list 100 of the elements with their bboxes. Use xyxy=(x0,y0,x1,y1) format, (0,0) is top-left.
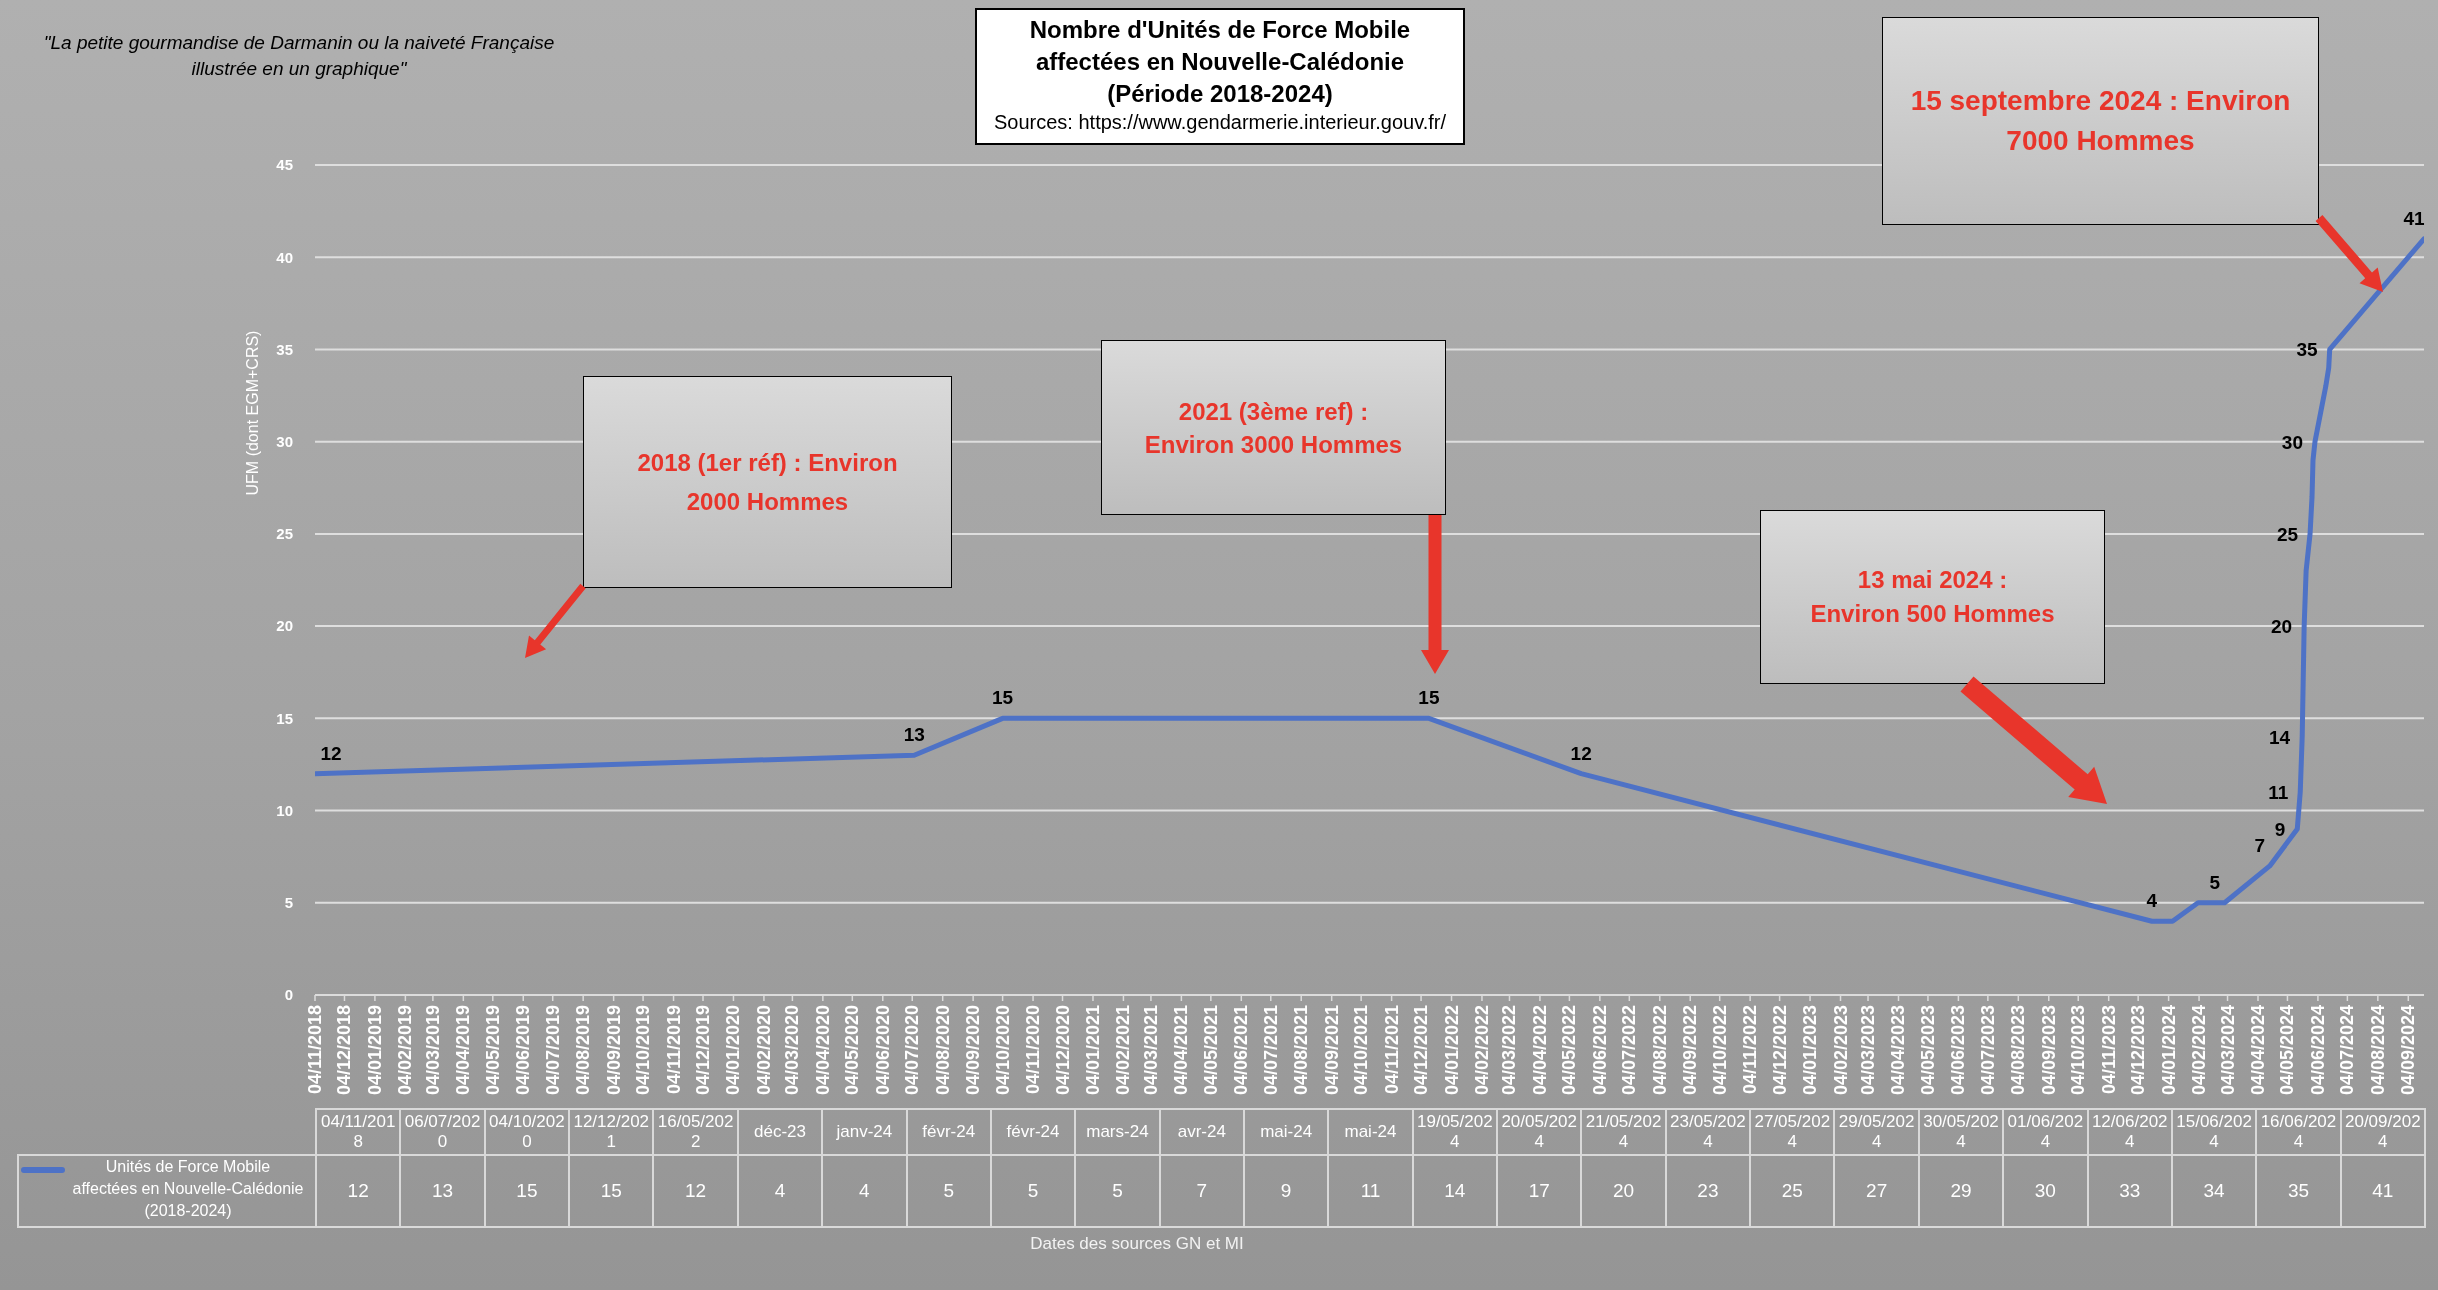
x-tick-label: 04/09/2021 xyxy=(1321,1005,1342,1096)
data-label: 14 xyxy=(2269,726,2291,748)
x-tick-label: 04/04/2019 xyxy=(453,1005,474,1096)
data-label: 23 xyxy=(1664,1154,1752,1228)
x-tick-label: 04/07/2020 xyxy=(902,1005,923,1096)
category-label: déc-23 xyxy=(736,1108,824,1156)
y-tick-label: 5 xyxy=(284,894,293,912)
x-tick-label: 04/07/2019 xyxy=(542,1005,563,1096)
data-label: 9 xyxy=(2274,819,2286,840)
x-tick-label: 04/01/2019 xyxy=(364,1005,385,1096)
x-tick-label: 04/04/2023 xyxy=(1888,1005,1909,1096)
x-tick-label: 04/01/2023 xyxy=(1800,1005,1821,1096)
x-tick-label: 04/06/2019 xyxy=(513,1005,534,1096)
chart-title: Nombre d'Unités de Force Mobile affectées en Nouvelle-Calédonie (Période 2018-2024) xyxy=(1028,15,1412,109)
x-tick-label: 04/02/2024 xyxy=(2189,1005,2210,1096)
x-tick-label: 04/03/2024 xyxy=(2217,1005,2238,1096)
x-tick-label: 04/10/2023 xyxy=(2068,1005,2089,1096)
category-label: 12/06/2024 xyxy=(2086,1108,2173,1156)
category-label: 12/12/2021 xyxy=(568,1108,655,1156)
y-tick-label: 35 xyxy=(276,340,293,358)
x-tick-label: 04/12/2019 xyxy=(693,1005,714,1096)
x-tick-label: 04/08/2020 xyxy=(932,1005,953,1096)
x-tick-label: 04/11/2021 xyxy=(1381,1005,1402,1095)
data-label: 25 xyxy=(2276,523,2299,545)
data-label: 7 xyxy=(1158,1154,1245,1228)
category-label: mars-24 xyxy=(1074,1108,1161,1156)
data-label: 4 xyxy=(2146,890,2158,912)
data-label: 17 xyxy=(1496,1154,1583,1228)
x-tick-label: 04/11/2019 xyxy=(663,1005,684,1095)
data-label: 27 xyxy=(1833,1154,1920,1228)
x-tick-label: 04/01/2022 xyxy=(1441,1005,1462,1096)
category-label: 19/05/2024 xyxy=(1411,1108,1499,1156)
x-tick-label: 04/09/2023 xyxy=(2038,1005,2059,1096)
data-label: 9 xyxy=(1242,1154,1330,1228)
x-tick-label: 04/08/2024 xyxy=(2367,1005,2388,1096)
category-label: avr-24 xyxy=(1158,1108,1245,1156)
x-tick-label: 04/03/2021 xyxy=(1140,1005,1161,1096)
data-label: 25 xyxy=(1749,1154,1836,1228)
x-tick-label: 04/04/2024 xyxy=(2247,1005,2268,1096)
data-label: 15 xyxy=(568,1154,655,1228)
y-tick-label: 25 xyxy=(276,525,293,543)
x-tick-label: 04/07/2023 xyxy=(1977,1005,1998,1096)
callout-box: 13 mai 2024 : Environ 500 Hommes xyxy=(1760,510,2105,684)
data-label: 4 xyxy=(821,1154,908,1228)
data-label: 13 xyxy=(399,1154,486,1228)
y-tick-label: 30 xyxy=(276,432,293,450)
data-label: 13 xyxy=(903,724,925,746)
x-tick-label: 04/04/2022 xyxy=(1529,1005,1550,1096)
x-tick-label: 04/01/2024 xyxy=(2158,1005,2179,1096)
x-tick-label: 04/03/2019 xyxy=(422,1005,443,1096)
x-tick-label: 04/05/2022 xyxy=(1559,1005,1580,1096)
callout-box: 15 septembre 2024 : Environ 7000 Hommes xyxy=(1882,17,2319,225)
callout-box: 2021 (3ème ref) : Environ 3000 Hommes xyxy=(1101,340,1446,515)
x-tick-label: 04/11/2022 xyxy=(1740,1005,1761,1095)
x-tick-label: 04/10/2020 xyxy=(992,1005,1013,1096)
x-tick-label: 04/10/2019 xyxy=(633,1005,654,1096)
source-note: Sources: https://www.gendarmerie.interieur.gouv.fr/ xyxy=(992,110,1448,134)
x-tick-label: 04/08/2019 xyxy=(573,1005,594,1096)
x-tick-label: 04/06/2022 xyxy=(1589,1005,1610,1096)
category-label: 21/05/2024 xyxy=(1580,1108,1667,1156)
y-tick-label: 20 xyxy=(276,617,293,635)
x-tick-label: 04/03/2023 xyxy=(1858,1005,1879,1096)
data-label: 12 xyxy=(315,1154,402,1228)
x-tick-label: 04/07/2024 xyxy=(2337,1005,2358,1096)
data-label: 35 xyxy=(2296,339,2319,361)
x-tick-label: 04/06/2021 xyxy=(1231,1005,1252,1096)
x-tick-label: 04/01/2021 xyxy=(1082,1005,1103,1096)
annotation: 13 mai 2024 : Environ 500 Hommes xyxy=(1810,565,2055,629)
data-label: 41 xyxy=(2403,207,2425,229)
category-label: 16/06/2024 xyxy=(2255,1108,2342,1156)
data-label: 7 xyxy=(2254,834,2266,856)
text: "La petite gourmandise de Darmanin ou la naiveté Française illustrée en un graphique" xyxy=(42,31,556,81)
y-axis-title: UFM (dont EGM+CRS) xyxy=(243,330,261,496)
x-tick-label: 04/08/2022 xyxy=(1649,1005,1670,1096)
x-tick-label: 04/05/2021 xyxy=(1200,1005,1221,1096)
x-tick-label: 04/01/2020 xyxy=(723,1005,744,1096)
data-label: 12 xyxy=(320,742,342,764)
x-tick-label: 04/02/2023 xyxy=(1830,1005,1851,1096)
x-tick-label: 04/02/2022 xyxy=(1471,1005,1492,1096)
y-tick-label: 10 xyxy=(276,801,293,819)
x-tick-label: 04/04/2021 xyxy=(1171,1005,1192,1096)
data-label: 5 xyxy=(989,1154,1077,1228)
x-tick-label: 04/06/2024 xyxy=(2307,1005,2328,1096)
callout-box: 2018 (1er réf) : Environ 2000 Hommes xyxy=(583,376,952,588)
category-label: 20/09/2024 xyxy=(2339,1108,2426,1156)
data-label: 5 xyxy=(1074,1154,1161,1228)
data-label: 29 xyxy=(1917,1154,2005,1228)
data-label: 4 xyxy=(736,1154,824,1228)
x-tick-label: 04/08/2023 xyxy=(2008,1005,2029,1096)
x-tick-label: 04/09/2020 xyxy=(963,1005,984,1096)
x-tick-label: 04/09/2022 xyxy=(1680,1005,1701,1096)
x-tick-label: 04/12/2018 xyxy=(334,1005,355,1096)
x-tick-label: 04/10/2022 xyxy=(1709,1005,1730,1096)
category-label: 16/05/2022 xyxy=(652,1108,739,1156)
data-label: 15 xyxy=(483,1154,571,1228)
x-tick-label: 04/10/2021 xyxy=(1351,1005,1372,1096)
x-tick-label: 04/11/2018 xyxy=(305,1005,325,1095)
data-label: 34 xyxy=(2170,1154,2258,1228)
category-label: 01/06/2024 xyxy=(2002,1108,2089,1156)
x-tick-label: 04/02/2020 xyxy=(753,1005,774,1096)
